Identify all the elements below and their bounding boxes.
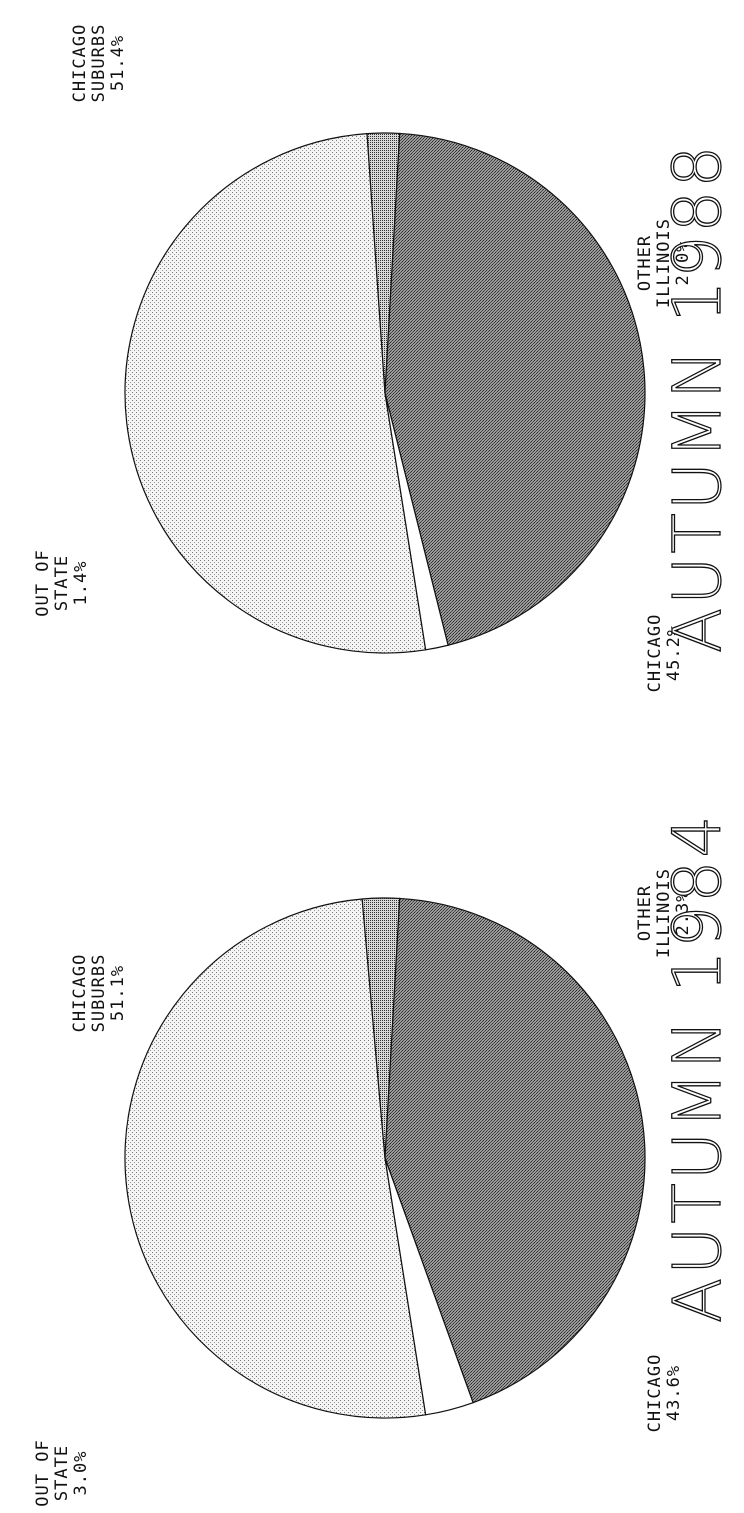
slice-label: CHICAGO43.6%: [645, 1354, 684, 1433]
slice-label: OUT OFSTATE1.4%: [33, 549, 91, 616]
slice-name-label: SUBURBS: [89, 24, 109, 103]
slice-name-label: CHICAGO: [70, 954, 90, 1033]
slice-label: OUT OFSTATE3.0%: [33, 1439, 91, 1506]
chart-title: AUTUMN 1988: [659, 143, 736, 653]
slice-name-label: ILLINOIS: [654, 218, 674, 308]
slice-name-label: OUT OF: [33, 549, 53, 616]
pie-slice-chicago-suburbs: [124, 132, 427, 654]
slice-value-label: 45.2%: [664, 625, 684, 681]
chart-layer: CHICAGOSUBURBS51.1%OTHERILLINOIS2.3%CHIC…: [33, 24, 737, 1507]
slice-label: CHICAGOSUBURBS51.4%: [70, 24, 128, 103]
slice-label: OTHERILLINOIS2.0%: [635, 218, 693, 308]
pie-slice-out-of-state: [384, 1157, 474, 1416]
pie-slice-chicago-suburbs: [124, 898, 427, 1419]
pie-slice-chicago: [384, 897, 646, 1404]
slice-name-label: OTHER: [635, 885, 655, 941]
slice-label: OTHERILLINOIS2.3%: [635, 868, 693, 958]
slice-name-label: ILLINOIS: [654, 868, 674, 958]
slice-label: CHICAGO45.2%: [645, 614, 684, 693]
slice-value-label: 3.0%: [71, 1451, 91, 1496]
slice-value-label: 1.4%: [71, 561, 91, 606]
slice-name-label: SUBURBS: [89, 954, 109, 1033]
slice-value-label: 51.4%: [108, 35, 128, 91]
chart-title: AUTUMN 1984: [659, 813, 736, 1323]
slice-value-label: 43.6%: [664, 1365, 684, 1421]
slice-name-label: STATE: [52, 555, 72, 611]
slice-value-label: 2.0%: [673, 241, 693, 286]
slice-name-label: CHICAGO: [645, 614, 665, 693]
slice-name-label: OUT OF: [33, 1439, 53, 1506]
slice-name-label: OTHER: [635, 235, 655, 291]
pie-slice-chicago: [384, 132, 646, 646]
slice-value-label: 2.3%: [673, 891, 693, 936]
slice-name-label: CHICAGO: [645, 1354, 665, 1433]
pie-chart: CHICAGOSUBURBS51.4%OTHERILLINOIS2.0%CHIC…: [33, 24, 737, 693]
slice-value-label: 51.1%: [108, 965, 128, 1021]
pie-chart: CHICAGOSUBURBS51.1%OTHERILLINOIS2.3%CHIC…: [33, 812, 737, 1507]
pie-slice-out-of-state: [384, 392, 449, 651]
slice-name-label: CHICAGO: [70, 24, 90, 103]
slice-name-label: STATE: [52, 1445, 72, 1501]
slice-label: CHICAGOSUBURBS51.1%: [70, 954, 128, 1033]
